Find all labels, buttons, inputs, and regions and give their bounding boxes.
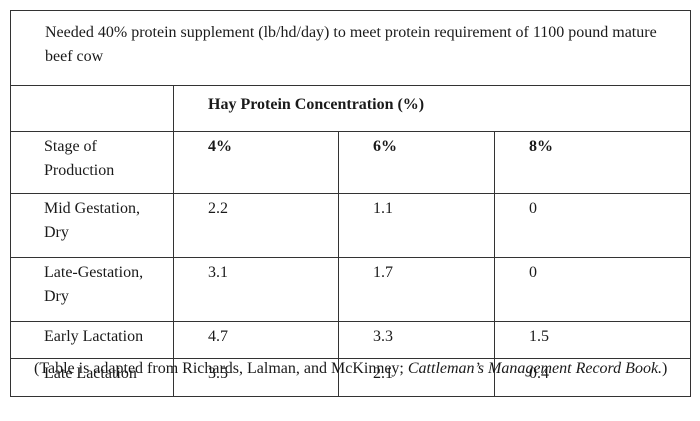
- value-cell: 0: [494, 257, 691, 322]
- value-cell: 2.2: [173, 193, 339, 258]
- value-cell: 1.7: [338, 257, 495, 322]
- source-book-title: Cattleman’s Management Record Book.: [407, 360, 663, 377]
- column-header-4pct: 4%: [173, 131, 339, 194]
- value-cell: 0: [494, 193, 691, 258]
- stage-of-production-header: Stage of Production: [10, 131, 174, 194]
- value-cell: 3.1: [173, 257, 339, 322]
- value-cell: 3.3: [338, 321, 495, 359]
- value-cell: 3.5: [173, 358, 339, 397]
- value-cell: 0.4: [494, 358, 691, 397]
- source-note-prefix: (Table is adapted from Richards, Lalman,…: [34, 360, 408, 377]
- value-cell: 1.1: [338, 193, 495, 258]
- caption-row: Needed 40% protein supplement (lb/hd/day…: [10, 10, 691, 86]
- stage-label: Late Lactation: [10, 358, 174, 397]
- column-header-8pct: 8%: [494, 131, 691, 194]
- supplement-table: Needed 40% protein supplement (lb/hd/day…: [10, 10, 691, 397]
- table-row: Late-Gestation, Dry 3.1 1.7 0: [10, 257, 691, 322]
- empty-corner-cell: [10, 85, 174, 132]
- table-row: Late Lactation 3.5 2.1 0.4: [10, 358, 691, 397]
- source-note-suffix: ): [662, 360, 668, 377]
- hay-protein-header: Hay Protein Concentration (%): [173, 85, 691, 132]
- column-header-row: Stage of Production 4% 6% 8%: [10, 131, 691, 194]
- stage-label: Late-Gestation, Dry: [10, 257, 174, 322]
- stage-label: Mid Gestation, Dry: [10, 193, 174, 258]
- group-header-row: Hay Protein Concentration (%): [10, 85, 691, 132]
- value-cell: 4.7: [173, 321, 339, 359]
- source-note: (Table is adapted from Richards, Lalman,…: [10, 356, 690, 382]
- value-cell: 1.5: [494, 321, 691, 359]
- stage-label: Early Lactation: [10, 321, 174, 359]
- column-header-6pct: 6%: [338, 131, 495, 194]
- table-row: Mid Gestation, Dry 2.2 1.1 0: [10, 193, 691, 258]
- table-caption: Needed 40% protein supplement (lb/hd/day…: [10, 10, 691, 86]
- table-row: Early Lactation 4.7 3.3 1.5: [10, 321, 691, 359]
